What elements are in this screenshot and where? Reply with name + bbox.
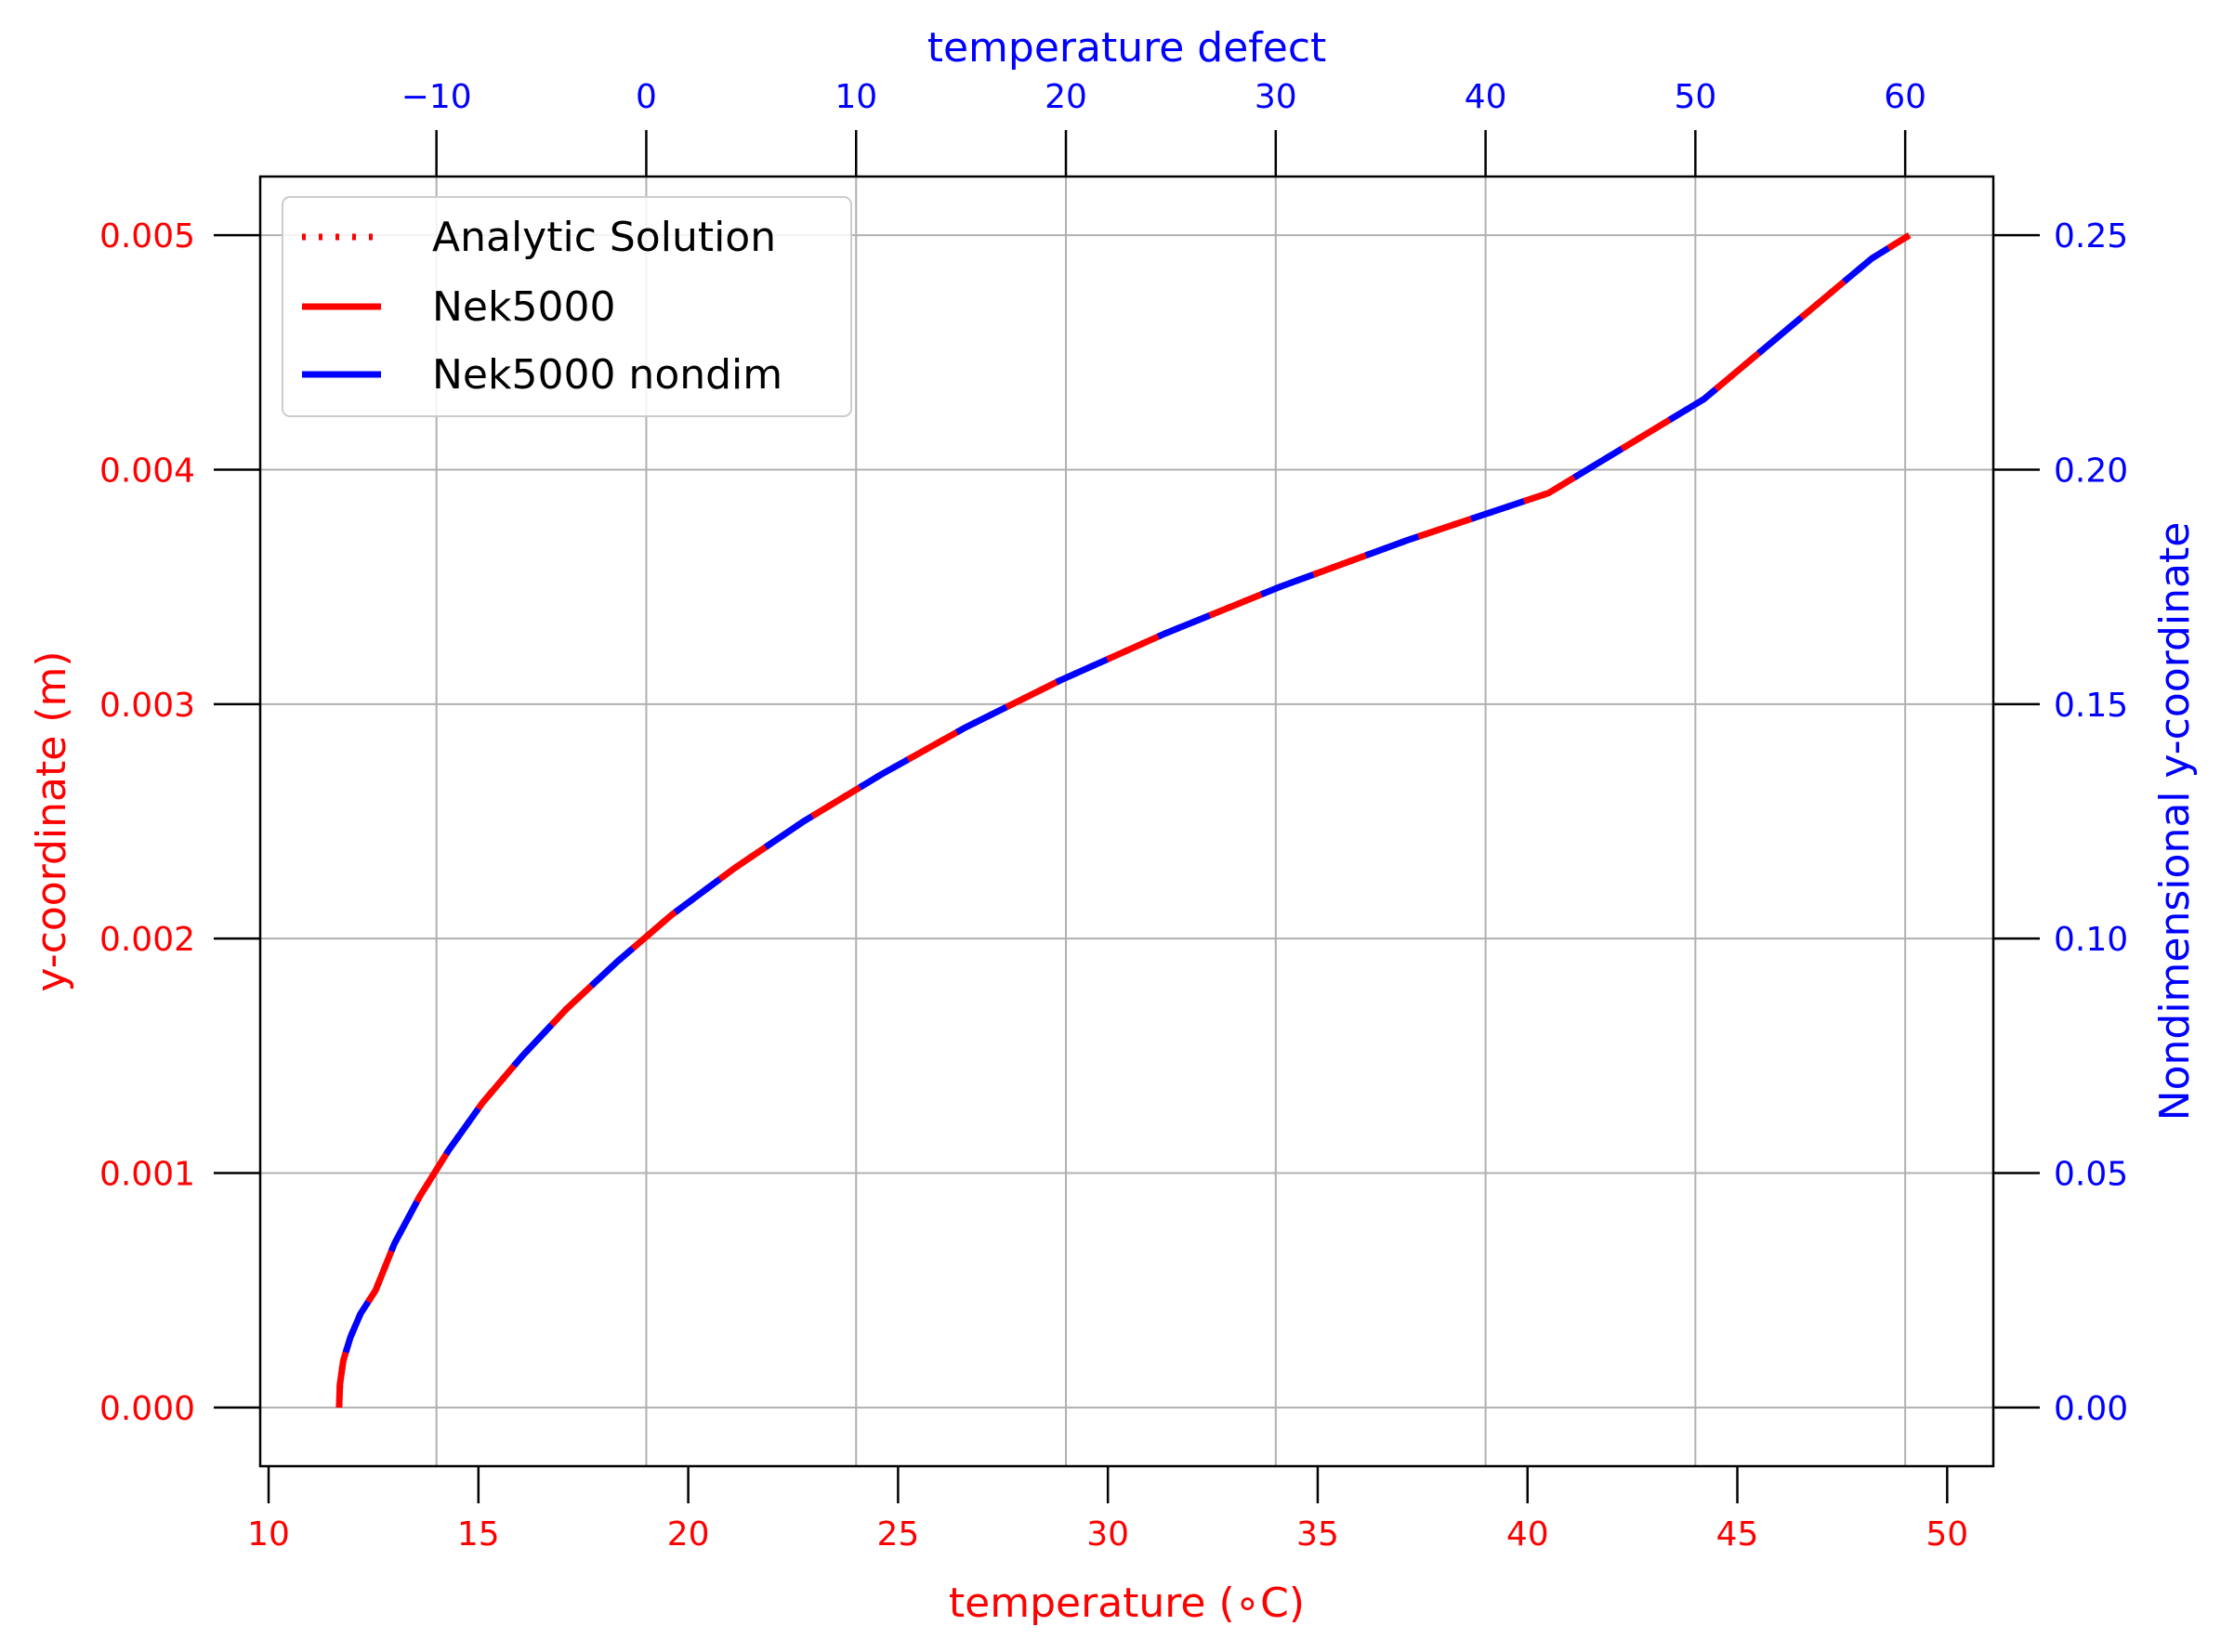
x-tick-label: 40 xyxy=(1506,1515,1549,1554)
right-axis-label: Nondimensional y-coordinate xyxy=(2151,522,2199,1121)
series-line xyxy=(335,232,1912,1409)
series-layer xyxy=(335,232,1912,1409)
legend-label-nek5000: Nek5000 xyxy=(432,283,615,331)
right-tick-label: 0.10 xyxy=(2054,921,2128,959)
top-tick-label: 20 xyxy=(1045,78,1087,116)
x-tick-label: 20 xyxy=(667,1515,710,1554)
y-tick-label: 0.001 xyxy=(99,1156,195,1194)
right-tick-label: 0.25 xyxy=(2054,217,2128,256)
x-axis-label: temperature (∘C) xyxy=(949,1580,1305,1627)
x-tick-label: 25 xyxy=(876,1515,919,1554)
top-tick-label: 60 xyxy=(1884,78,1926,116)
legend-box xyxy=(282,196,852,417)
y-tick-label: 0.003 xyxy=(99,687,195,725)
x-tick-label: 15 xyxy=(457,1515,500,1554)
y-axis-label: y-coordinate (m) xyxy=(28,651,75,992)
top-tick-label: 30 xyxy=(1255,78,1297,116)
plot-frame xyxy=(258,175,1995,1468)
top-tick-label: −10 xyxy=(401,78,472,116)
top-axis-label: temperature defect xyxy=(927,24,1327,72)
y-tick-label: 0.002 xyxy=(99,921,195,959)
y-tick-label: 0.004 xyxy=(99,452,195,490)
right-tick-label: 0.05 xyxy=(2054,1156,2128,1194)
x-tick-label: 10 xyxy=(247,1515,290,1554)
series-line xyxy=(335,232,1912,1409)
legend: Analytic Solution Nek5000 Nek5000 nondim xyxy=(282,196,852,417)
right-tick-label: 0.20 xyxy=(2054,452,2128,490)
grid xyxy=(260,177,1993,1466)
x-tick-label: 50 xyxy=(1925,1515,1968,1554)
top-tick-label: 50 xyxy=(1674,78,1716,116)
right-tick-label: 0.15 xyxy=(2054,687,2128,725)
y-tick-label: 0.005 xyxy=(99,217,195,256)
legend-label-analytic: Analytic Solution xyxy=(432,214,776,261)
axes: 10 15 20 25 30 35 40 45 50 −10 0 10 20 30 40 50 60 0.000 0… xyxy=(99,78,2128,1554)
top-tick-label: 0 xyxy=(636,78,657,116)
x-tick-label: 35 xyxy=(1296,1515,1339,1554)
legend-label-nek5000-nondim: Nek5000 nondim xyxy=(432,351,782,399)
y-tick-label: 0.000 xyxy=(99,1390,195,1428)
x-tick-label: 45 xyxy=(1716,1515,1759,1554)
top-tick-label: 40 xyxy=(1465,78,1507,116)
right-tick-label: 0.00 xyxy=(2054,1390,2128,1428)
x-tick-label: 30 xyxy=(1086,1515,1129,1554)
top-tick-label: 10 xyxy=(835,78,877,116)
